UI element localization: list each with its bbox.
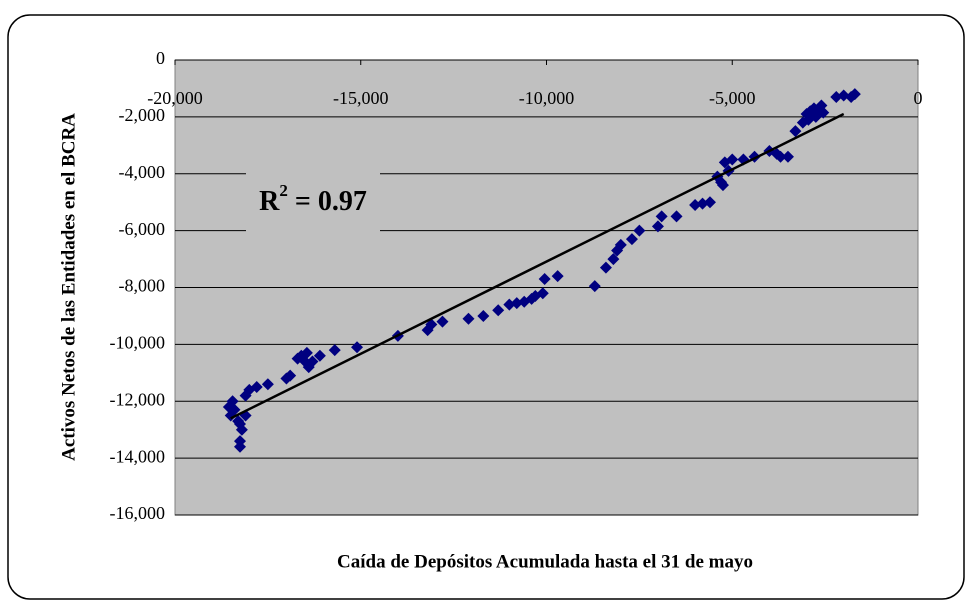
point bbox=[284, 369, 297, 382]
point bbox=[250, 381, 263, 394]
y-tick-label: -2,000 bbox=[119, 105, 166, 125]
point bbox=[599, 261, 612, 274]
x-tick-label: 0 bbox=[914, 88, 923, 108]
point bbox=[228, 403, 241, 416]
point bbox=[789, 125, 802, 138]
y-tick-label: -8,000 bbox=[119, 276, 166, 296]
point bbox=[300, 346, 313, 359]
point bbox=[716, 179, 729, 192]
point bbox=[655, 210, 668, 223]
point bbox=[588, 280, 601, 293]
point bbox=[696, 197, 709, 210]
point bbox=[689, 199, 702, 212]
point bbox=[462, 312, 475, 325]
point bbox=[703, 196, 716, 209]
point bbox=[774, 150, 787, 163]
annotation-box bbox=[246, 166, 380, 238]
y-tick-label: -12,000 bbox=[110, 389, 166, 409]
annotation: R2 = 0.97 bbox=[259, 181, 367, 218]
point bbox=[477, 309, 490, 322]
point bbox=[625, 233, 638, 246]
point bbox=[492, 304, 505, 317]
point bbox=[848, 88, 861, 101]
y-tick-label: -16,000 bbox=[110, 503, 166, 523]
point bbox=[781, 150, 794, 163]
point bbox=[614, 238, 627, 251]
point bbox=[536, 287, 549, 300]
point bbox=[510, 297, 523, 310]
point bbox=[726, 153, 739, 166]
x-tick-label: -15,000 bbox=[333, 88, 389, 108]
point bbox=[234, 418, 247, 430]
y-tick-label: -10,000 bbox=[110, 333, 166, 353]
x-tick-label: -10,000 bbox=[519, 88, 575, 108]
point bbox=[234, 440, 247, 453]
x-tick-label: -5,000 bbox=[709, 88, 756, 108]
annotation-base: R bbox=[259, 186, 280, 217]
point bbox=[551, 270, 564, 283]
x-tick-label: -20,000 bbox=[147, 88, 203, 108]
y-tick-label: -6,000 bbox=[119, 219, 166, 239]
point bbox=[261, 378, 274, 391]
point bbox=[837, 89, 850, 102]
trendline bbox=[230, 112, 845, 420]
point bbox=[670, 210, 683, 223]
annotation-sup: 2 bbox=[279, 181, 288, 200]
y-tick-label: -4,000 bbox=[119, 162, 166, 182]
point bbox=[351, 341, 364, 354]
annotation-rest: = 0.97 bbox=[288, 186, 367, 217]
point bbox=[306, 355, 319, 368]
y-tick-label: 0 bbox=[156, 48, 165, 68]
point bbox=[436, 315, 449, 328]
y-tick-label: -14,000 bbox=[110, 446, 166, 466]
point bbox=[830, 90, 843, 103]
point bbox=[651, 220, 664, 233]
point bbox=[313, 349, 326, 362]
point bbox=[538, 272, 551, 285]
x-axis-title: Caída de Depósitos Acumulada hasta el 31… bbox=[337, 551, 753, 572]
point bbox=[503, 298, 516, 311]
point bbox=[328, 344, 341, 357]
plot-layer: 0 -2,000 -4,000 -6,000 -8,000 -10,000 -12,000 -… bbox=[110, 48, 923, 523]
point bbox=[226, 395, 239, 408]
point bbox=[817, 106, 830, 119]
point bbox=[633, 224, 646, 237]
point bbox=[607, 253, 620, 266]
y-axis-title: Activos Netos de las Entidades en el BCR… bbox=[58, 113, 79, 461]
